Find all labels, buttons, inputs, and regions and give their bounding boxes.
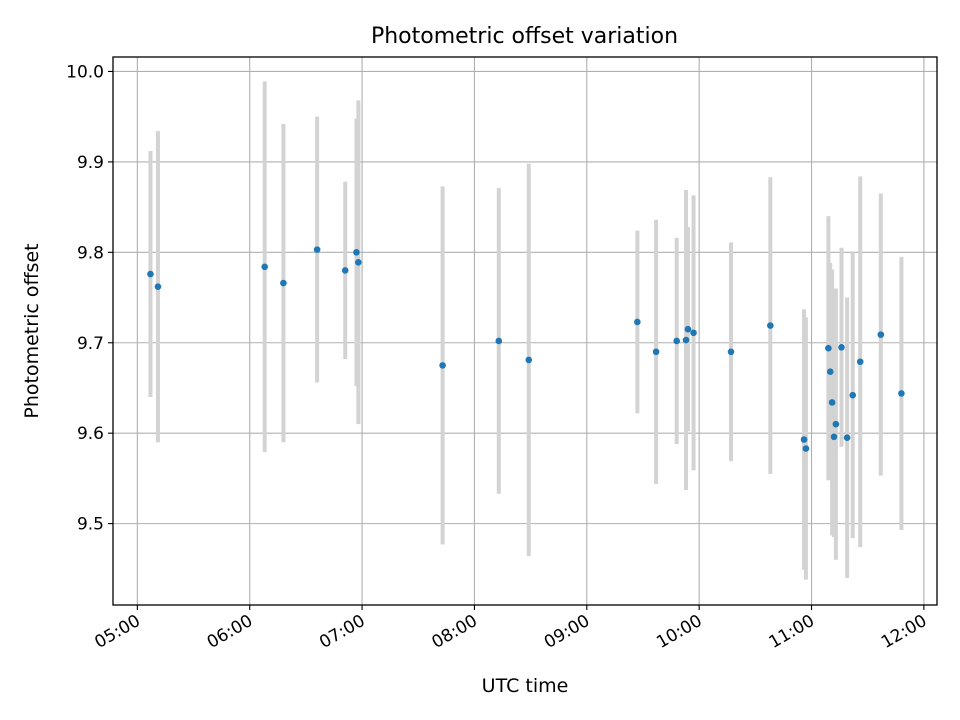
- data-point: [147, 270, 154, 278]
- data-point: [652, 348, 660, 356]
- data-point: [849, 391, 857, 399]
- data-points: [147, 246, 905, 452]
- y-tick-label: 9.7: [77, 334, 104, 354]
- data-point: [495, 337, 503, 345]
- data-point: [877, 331, 885, 338]
- y-tick-label: 9.8: [77, 243, 104, 263]
- data-point: [898, 390, 905, 397]
- data-point: [825, 344, 832, 352]
- data-point: [634, 318, 641, 326]
- data-point: [684, 325, 692, 333]
- y-tick-label: 9.9: [77, 153, 104, 173]
- data-point: [828, 399, 836, 406]
- y-axis-ticks: 9.5 9.6 9.7 9.8 9.9 10.0: [66, 62, 113, 535]
- data-point: [439, 362, 446, 369]
- data-point: [682, 336, 690, 344]
- chart-title: Photometric offset variation: [371, 24, 678, 49]
- data-point: [154, 283, 162, 290]
- data-point: [727, 348, 735, 356]
- data-point: [525, 356, 533, 364]
- y-tick-label: 10.0: [66, 62, 104, 82]
- y-tick-label: 9.6: [77, 424, 104, 444]
- data-point: [261, 263, 268, 271]
- data-point: [802, 445, 810, 452]
- data-point: [826, 368, 834, 375]
- data-point: [838, 343, 845, 351]
- data-point: [280, 279, 287, 287]
- plot-area-frame: [112, 56, 938, 606]
- data-point: [830, 433, 838, 441]
- data-point: [800, 436, 808, 443]
- data-point: [856, 358, 864, 366]
- data-point: [832, 420, 840, 428]
- data-point: [355, 258, 362, 266]
- x-axis-label: UTC time: [482, 675, 569, 697]
- data-point: [690, 329, 697, 337]
- y-tick-label: 9.5: [77, 515, 104, 535]
- data-point: [843, 434, 851, 442]
- grid-lines: [113, 57, 937, 605]
- y-axis-label: Photometric offset: [21, 243, 43, 418]
- data-point: [313, 246, 321, 253]
- data-point: [673, 337, 680, 345]
- data-point: [341, 267, 349, 274]
- data-point: [353, 249, 360, 256]
- data-point: [767, 322, 774, 329]
